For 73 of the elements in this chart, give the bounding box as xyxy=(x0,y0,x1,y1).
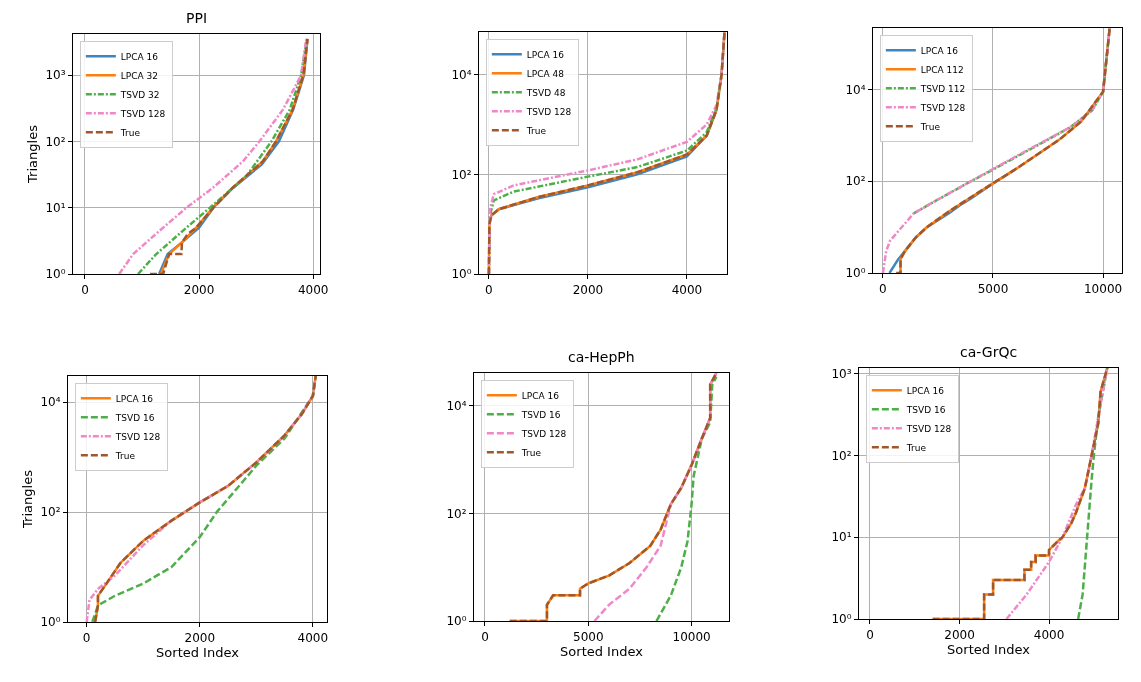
legend-label: TSVD 48 xyxy=(525,87,566,98)
legend-label: TSVD 128 xyxy=(119,108,166,119)
legend-label: LPCA 16 xyxy=(906,385,945,396)
legend-label: TSVD 128 xyxy=(525,106,572,117)
legend-label: TSVD 16 xyxy=(905,404,946,415)
legend-label: True xyxy=(114,450,136,461)
legend-label: LPCA 48 xyxy=(526,68,565,79)
x-axis-title: Sorted Index xyxy=(947,642,1031,658)
y-tick-label: 10⁰ xyxy=(831,612,852,627)
legend-label: TSVD 128 xyxy=(114,431,161,442)
x-tick-label: 0 xyxy=(481,629,489,644)
y-tick-label: 10⁰ xyxy=(845,266,866,281)
legend-label: True xyxy=(525,125,547,136)
x-tick-label: 2000 xyxy=(183,282,215,297)
x-tick-label: 0 xyxy=(81,282,89,297)
x-axis-title: Sorted Index xyxy=(156,645,240,661)
y-tick-label: 10⁰ xyxy=(446,614,467,629)
y-tick-label: 10² xyxy=(40,505,61,520)
y-tick-label: 10¹ xyxy=(45,200,66,215)
x-tick-label: 10000 xyxy=(1083,281,1123,296)
x-tick-label: 4000 xyxy=(297,630,329,645)
y-tick-label: 10² xyxy=(446,506,467,521)
x-tick-label: 4000 xyxy=(671,282,703,297)
x-tick-label: 2000 xyxy=(944,627,975,642)
x-tick-label: 0 xyxy=(485,282,493,297)
x-tick-label: 4000 xyxy=(1033,627,1065,642)
x-tick-label: 2000 xyxy=(184,630,216,645)
legend-label: True xyxy=(919,121,941,132)
legend-label: TSVD 128 xyxy=(905,423,952,434)
legend-label: True xyxy=(119,127,141,138)
y-tick-label: 10⁴ xyxy=(446,399,467,414)
y-tick-label: 10⁰ xyxy=(40,615,61,630)
y-tick-label: 10⁰ xyxy=(45,267,66,282)
x-tick-label: 0 xyxy=(879,281,887,296)
x-axis-title: Sorted Index xyxy=(560,644,644,660)
x-tick-label: 5000 xyxy=(977,281,1009,296)
y-tick-label: 10³ xyxy=(831,367,852,382)
y-axis-title: Triangles xyxy=(20,469,36,529)
legend-label: LPCA 32 xyxy=(120,70,159,81)
legend-label: TSVD 128 xyxy=(520,428,567,439)
y-tick-label: 10² xyxy=(845,174,866,189)
legend-label: TSVD 128 xyxy=(919,102,966,113)
x-tick-label: 5000 xyxy=(573,629,604,644)
legend-label: LPCA 16 xyxy=(521,390,560,401)
legend-label: LPCA 16 xyxy=(115,393,154,404)
legend-label: True xyxy=(520,447,542,458)
legend-label: TSVD 16 xyxy=(520,409,561,420)
legend-label: LPCA 16 xyxy=(920,45,959,56)
legend-label: True xyxy=(905,442,927,453)
chart-title: ca-HepPh xyxy=(568,349,635,365)
x-tick-label: 0 xyxy=(866,627,874,642)
y-tick-label: 10² xyxy=(831,448,852,463)
chart-title: PPI xyxy=(186,10,208,26)
legend-label: TSVD 16 xyxy=(114,412,155,423)
y-axis-title: Triangles xyxy=(25,124,41,184)
y-tick-label: 10² xyxy=(451,167,472,182)
y-tick-label: 10⁴ xyxy=(40,395,61,410)
chart-title: ca-GrQc xyxy=(960,344,1018,360)
y-tick-label: 10² xyxy=(45,134,66,149)
x-tick-label: 0 xyxy=(82,630,91,645)
legend-label: TSVD 112 xyxy=(919,83,966,94)
y-tick-label: 10⁰ xyxy=(451,267,472,282)
y-tick-label: 10¹ xyxy=(831,530,852,545)
y-tick-label: 10⁴ xyxy=(451,67,472,82)
legend-label: LPCA 16 xyxy=(526,49,565,60)
x-tick-label: 2000 xyxy=(572,282,604,297)
y-tick-label: 10⁴ xyxy=(845,82,866,97)
x-tick-label: 4000 xyxy=(297,282,329,297)
x-tick-label: 10000 xyxy=(672,629,711,644)
legend-label: LPCA 16 xyxy=(120,51,159,62)
legend-label: LPCA 112 xyxy=(920,64,964,75)
legend-label: TSVD 32 xyxy=(119,89,160,100)
y-tick-label: 10³ xyxy=(45,68,66,83)
